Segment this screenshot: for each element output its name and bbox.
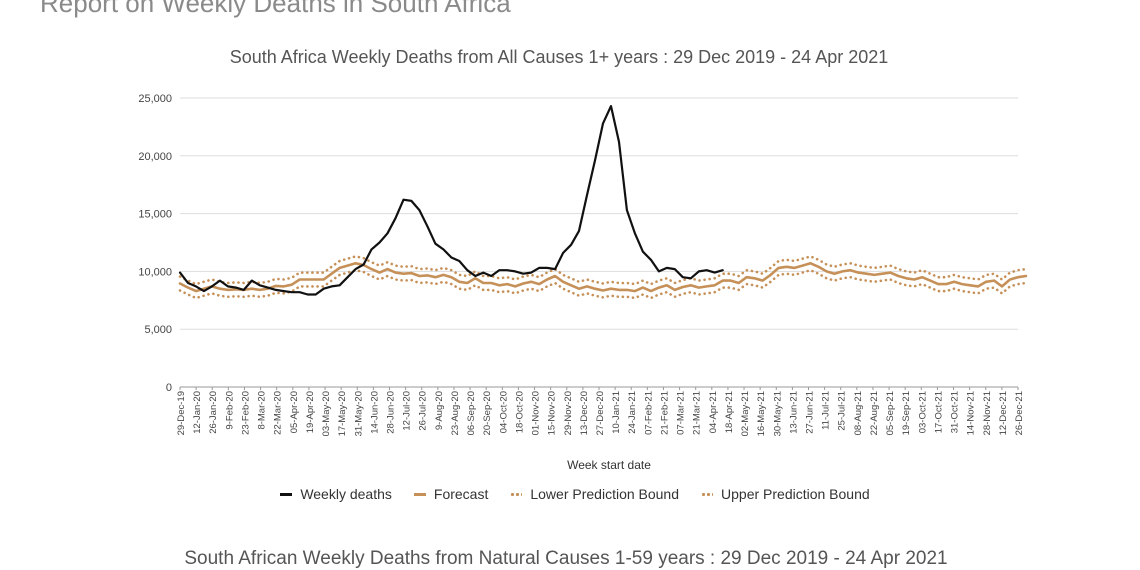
y-tick-label: 15,000 xyxy=(138,209,172,221)
x-tick-label: 19-Apr-20 xyxy=(305,391,316,433)
x-tick-label: 28-Nov-21 xyxy=(982,391,993,435)
x-tick-label: 21-Feb-21 xyxy=(659,391,670,435)
x-tick-label: 14-Nov-21 xyxy=(966,391,977,435)
x-axis-label: Week start date xyxy=(567,458,651,472)
x-tick-label: 20-Sep-20 xyxy=(482,391,493,435)
x-tick-label: 29-Dec-19 xyxy=(176,391,187,435)
chart-legend: Weekly deaths Forecast Lower Prediction … xyxy=(0,486,1140,502)
x-tick-label: 25-Jul-21 xyxy=(837,391,848,431)
x-tick-label: 18-Apr-21 xyxy=(724,391,735,433)
x-tick-label: 16-May-21 xyxy=(756,391,767,436)
x-tick-label: 13-Jun-21 xyxy=(788,391,799,434)
x-tick-label: 26-Jan-20 xyxy=(208,391,219,434)
series-forecast-line xyxy=(178,261,1028,293)
x-tick-label: 05-Apr-20 xyxy=(289,391,300,433)
x-tick-label: 9-Feb-20 xyxy=(224,391,235,430)
x-tick-label: 28-Jun-20 xyxy=(386,391,397,434)
second-chart-title: South African Weekly Deaths from Natural… xyxy=(184,548,948,569)
x-tick-label: 10-Jan-21 xyxy=(611,391,622,434)
x-tick-label: 12-Dec-21 xyxy=(998,391,1009,435)
x-tick-label: 27-Jun-21 xyxy=(805,391,816,434)
y-tick-label: 0 xyxy=(166,382,172,394)
page-heading: Report on Weekly Deaths in South Africa xyxy=(40,0,511,18)
x-tick-label: 14-Jun-20 xyxy=(369,391,380,434)
x-tick-label: 29-Nov-20 xyxy=(563,391,574,435)
x-tick-label: 08-Aug-21 xyxy=(853,391,864,435)
x-tick-label: 17-Oct-21 xyxy=(933,391,944,433)
legend-swatch-forecast xyxy=(413,492,426,496)
x-tick-label: 04-Oct-20 xyxy=(498,391,509,433)
x-tick-label: 12-Jan-20 xyxy=(192,391,203,434)
legend-item-upper-bound[interactable]: Upper Prediction Bound xyxy=(701,486,870,502)
y-tick-label: 5,000 xyxy=(144,324,172,336)
x-tick-label: 19-Sep-21 xyxy=(901,391,912,435)
x-tick-label: 30-May-21 xyxy=(772,391,783,436)
legend-swatch-upper-bound xyxy=(701,492,714,496)
x-tick-label: 23-Feb-20 xyxy=(240,391,251,435)
y-tick-label: 25,000 xyxy=(138,93,172,105)
x-tick-label: 06-Sep-20 xyxy=(466,391,477,435)
x-tick-label: 07-Feb-21 xyxy=(643,391,654,435)
x-tick-label: 01-Nov-20 xyxy=(531,391,542,435)
x-tick-label: 26-Dec-21 xyxy=(1014,391,1025,435)
x-tick-label: 07-Mar-21 xyxy=(676,391,687,435)
x-tick-label: 02-May-21 xyxy=(740,391,751,436)
x-tick-label: 31-Oct-21 xyxy=(950,391,961,433)
x-tick-label: 12-Jul-20 xyxy=(402,391,413,431)
legend-label-weekly-deaths: Weekly deaths xyxy=(300,486,392,502)
series-weekly-deaths-line xyxy=(178,104,724,296)
x-tick-label: 13-Dec-20 xyxy=(579,391,590,435)
legend-label-forecast: Forecast xyxy=(433,486,489,502)
x-tick-label: 03-Oct-21 xyxy=(917,391,928,433)
y-tick-label: 10,000 xyxy=(138,266,172,278)
x-tick-label: 27-Dec-20 xyxy=(595,391,606,435)
x-tick-label: 22-Aug-21 xyxy=(869,391,880,435)
x-tick-label: 15-Nov-20 xyxy=(547,391,558,435)
x-tick-label: 9-Aug-20 xyxy=(434,391,445,430)
legend-item-lower-bound[interactable]: Lower Prediction Bound xyxy=(510,486,679,502)
x-tick-label: 05-Sep-21 xyxy=(885,391,896,435)
legend-item-weekly-deaths[interactable]: Weekly deaths xyxy=(280,486,392,502)
x-tick-label: 03-May-20 xyxy=(321,391,332,436)
x-tick-label: 24-Jan-21 xyxy=(627,391,638,434)
x-tick-label: 22-Mar-20 xyxy=(273,391,284,435)
x-tick-label: 18-Oct-20 xyxy=(514,391,525,433)
x-tick-label: 26-Jul-20 xyxy=(418,391,429,431)
legend-label-lower-bound: Lower Prediction Bound xyxy=(530,486,680,502)
x-tick-label: 04-Apr-21 xyxy=(708,391,719,433)
y-tick-label: 20,000 xyxy=(138,151,172,163)
x-tick-label: 31-May-20 xyxy=(353,391,364,436)
x-tick-label: 8-Mar-20 xyxy=(257,391,268,430)
chart-title: South Africa Weekly Deaths from All Caus… xyxy=(229,47,889,67)
series-upper-bound-line xyxy=(178,255,1028,286)
legend-swatch-lower-bound xyxy=(510,492,523,496)
x-tick-label: 23-Aug-20 xyxy=(450,391,461,435)
x-tick-label: 11-Jul-21 xyxy=(821,391,832,430)
legend-label-upper-bound: Upper Prediction Bound xyxy=(721,486,870,502)
x-tick-label: 17-May-20 xyxy=(337,391,348,436)
legend-swatch-weekly-deaths xyxy=(280,492,293,496)
x-tick-label: 21-Mar-21 xyxy=(692,391,703,435)
legend-item-forecast[interactable]: Forecast xyxy=(413,486,489,502)
series-lower-bound-line xyxy=(178,268,1028,300)
